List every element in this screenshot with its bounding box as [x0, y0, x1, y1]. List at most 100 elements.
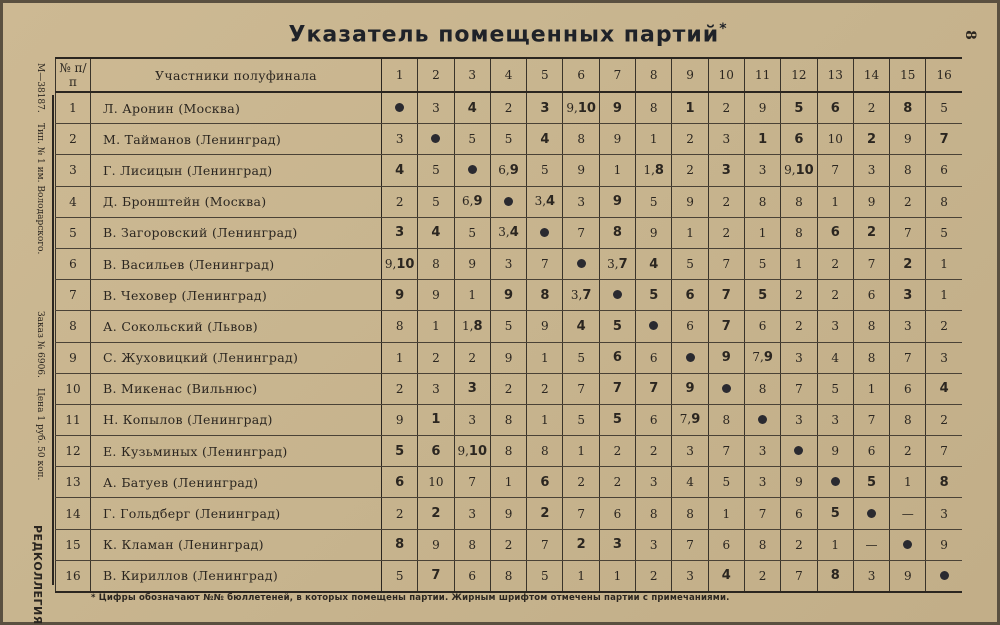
bulletin-cell: 7	[707, 435, 745, 468]
bulletin-cell: 6	[816, 217, 854, 249]
bulletin-number: 9,	[566, 100, 578, 115]
bulletin-number: 2	[903, 444, 912, 459]
bulletin-number: 5	[541, 568, 549, 583]
bulletin-cell: 8	[526, 279, 563, 312]
bulletin-cell: 2	[671, 154, 709, 187]
bulletin-cell: 6	[852, 435, 890, 468]
row-number: 16	[55, 560, 91, 593]
bulletin-number: 3	[649, 475, 658, 490]
bulletin-number: 5	[577, 350, 585, 365]
bulletin-cell: 5	[743, 248, 781, 281]
annotated-bulletin-number: 9	[473, 194, 483, 210]
imprint-order: Заказ № 6906.	[35, 311, 45, 378]
dot-icon	[721, 383, 731, 393]
row-number: 1	[55, 92, 91, 125]
bulletin-number: 1	[795, 257, 803, 272]
bulletin-number: 8	[577, 132, 585, 147]
bulletin-cell: 5	[707, 466, 745, 499]
bulletin-cell: 4	[635, 248, 672, 281]
bulletin-cell: 9	[852, 186, 890, 218]
bulletin-number: 1	[831, 194, 840, 209]
annotated-bulletin-number: 7	[431, 568, 441, 584]
bulletin-number: 8	[504, 444, 513, 459]
bulletin-number: 9	[613, 132, 622, 147]
table-row: 13 А. Батуев (Ленинград) 6 10 7 1 6 2 2 3 4 5 3 9 5 1 8	[55, 466, 962, 499]
page-title: Указатель помещенных партий*	[3, 21, 1000, 47]
bulletin-cell: 8	[743, 186, 781, 218]
bulletin-cell: 5	[417, 186, 455, 218]
bulletin-cell: 1	[671, 92, 709, 125]
bulletin-cell: 9	[526, 310, 563, 343]
bulletin-number: 1	[613, 568, 622, 583]
bulletin-number: 3	[722, 132, 731, 147]
table-row: 8 А. Сокольский (Львов) 8 1 1,8 5 9 4 5 6 7 6 2 3 8 3 2	[55, 310, 962, 343]
bulletin-cell: 8	[889, 92, 926, 125]
bulletin-cell: 7	[889, 342, 926, 374]
bulletin-cell: 1	[671, 217, 709, 249]
table-row: 7 В. Чеховер (Ленинград) 9 9 1 9 8 3,7 5 6 7 5 2 2 6 3 1	[55, 279, 962, 312]
bulletin-cell: 2	[635, 435, 672, 468]
bulletin-cell: 8	[707, 404, 745, 437]
bulletin-cell: 2	[671, 123, 709, 156]
bulletin-number: 2	[722, 194, 731, 209]
participant-name: А. Батуев (Ленинград)	[90, 466, 382, 499]
bulletin-number: 9	[940, 537, 948, 552]
bulletin-cell: 7	[816, 154, 854, 187]
annotated-bulletin-number: 4	[431, 225, 441, 241]
bulletin-cell: 1	[526, 404, 563, 437]
bulletin-cell: 3,7	[562, 279, 600, 312]
bulletin-cell: 9	[598, 92, 636, 125]
annotated-bulletin-number: 4	[576, 318, 586, 334]
bulletin-cell: 2	[380, 373, 418, 405]
annotated-bulletin-number: 8	[395, 537, 405, 553]
table-body: 1 Л. Аронин (Москва) 3 4 2 3 9,10 9 8 1 2 9 5 6 2 8 5 2 М.…	[55, 92, 962, 593]
bulletin-number: 1	[686, 225, 694, 240]
bulletin-number: 2	[577, 475, 585, 490]
participant-name: В. Кириллов (Ленинград)	[90, 560, 382, 593]
annotated-bulletin-number: 5	[612, 318, 622, 334]
bulletin-cell: 1,8	[453, 310, 491, 343]
bulletin-number: 9	[504, 350, 513, 365]
bulletin-number: 8	[795, 194, 803, 209]
bulletin-cell: 1,8	[635, 154, 672, 187]
bulletin-cell: 5	[453, 123, 491, 156]
bulletin-cell: 1	[743, 217, 781, 249]
dot-icon	[576, 259, 586, 269]
diagonal-dot-icon	[852, 497, 890, 530]
bulletin-cell: 8	[526, 435, 563, 468]
bulletin-cell: 3	[598, 529, 636, 561]
bulletin-cell: 5	[562, 342, 600, 374]
bulletin-number: 6	[722, 537, 731, 552]
bulletin-cell: 7	[852, 404, 890, 437]
dot-icon	[504, 196, 514, 206]
annotated-bulletin-number: 9	[504, 287, 514, 303]
bulletin-cell: 3	[453, 497, 491, 530]
bulletin-cell: 3	[489, 248, 527, 281]
bulletin-cell: 2	[707, 92, 745, 125]
bulletin-number: 1	[432, 319, 440, 334]
bulletin-number: 3	[395, 132, 404, 147]
bulletin-number: 9	[432, 537, 440, 552]
header-column-13: 13	[816, 58, 854, 93]
bulletin-cell: 5	[453, 217, 491, 249]
bulletin-cell: 2	[562, 466, 600, 499]
diagonal-dot-icon	[671, 342, 709, 374]
annotated-bulletin-number: 6	[395, 474, 405, 490]
bulletin-number: 3	[432, 381, 440, 396]
bulletin-cell: 9	[380, 279, 418, 312]
bulletin-cell: 3	[816, 404, 854, 437]
annotated-bulletin-number: 4	[395, 162, 405, 178]
bulletin-number: 7	[795, 568, 803, 583]
bulletin-number: 3	[432, 101, 440, 116]
bulletin-cell: 3	[780, 342, 818, 374]
annotated-bulletin-number: 7	[612, 381, 622, 397]
row-number: 6	[55, 248, 91, 281]
bulletin-number: 6	[867, 444, 876, 459]
annotated-bulletin-number: 6	[431, 443, 441, 459]
row-number: 7	[55, 279, 91, 312]
annotated-bulletin-number: 10	[396, 256, 415, 272]
header-column-8: 8	[635, 58, 672, 93]
bulletin-cell: 3,4	[526, 186, 563, 218]
bulletin-number: 9,	[457, 443, 469, 458]
dot-icon	[612, 290, 622, 300]
